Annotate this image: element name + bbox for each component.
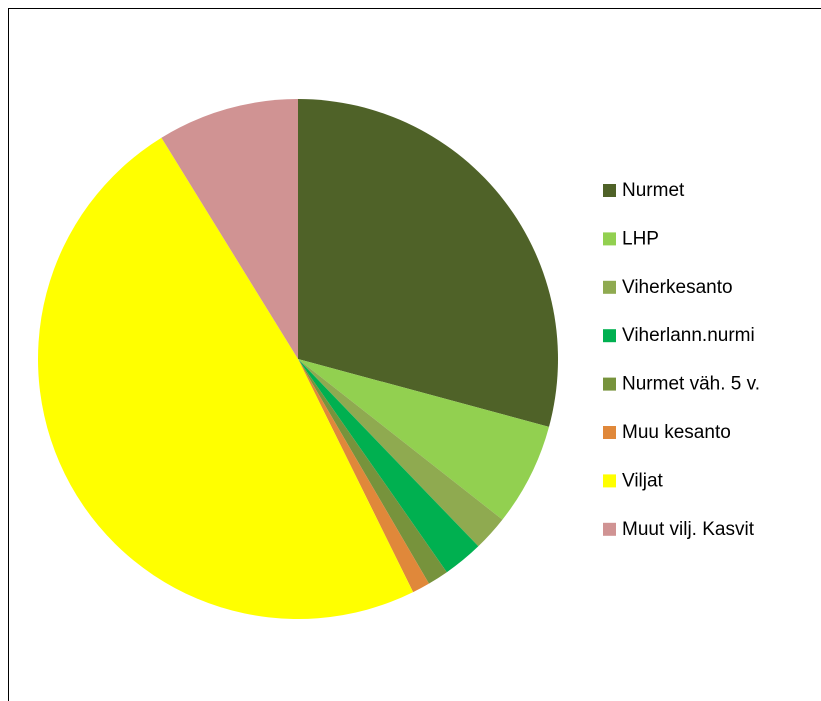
legend-label: Viherlann.nurmi	[622, 325, 755, 346]
legend-label: Nurmet	[622, 180, 685, 201]
legend-swatch	[603, 232, 616, 246]
pie-slice	[298, 359, 429, 593]
legend-swatch	[603, 426, 616, 439]
pie-slice	[298, 359, 447, 584]
legend-swatch	[603, 377, 616, 391]
legend-swatch	[603, 474, 616, 488]
legend-swatch	[603, 522, 616, 536]
legend-label: Nurmet väh. 5 v.	[622, 374, 760, 395]
legend-swatch	[603, 280, 616, 294]
legend-swatch	[603, 184, 616, 197]
pie-slice	[298, 359, 479, 573]
legend-label: Muu kesanto	[622, 422, 731, 443]
legend-swatch	[603, 329, 616, 343]
pie-slice	[298, 99, 558, 427]
pie-slice	[298, 359, 549, 520]
legend-label: Viherkesanto	[622, 277, 733, 298]
pie-slice	[38, 137, 414, 619]
legend-label: Viljat	[622, 470, 664, 491]
legend-label: Muut vilj. Kasvit	[622, 519, 755, 540]
pie-slice	[298, 359, 503, 547]
pie-slice	[161, 99, 298, 359]
legend-label: LHP	[622, 228, 659, 249]
